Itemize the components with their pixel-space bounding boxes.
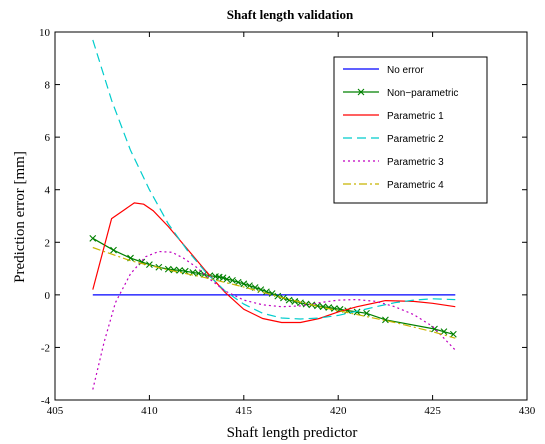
data-point-marker bbox=[234, 278, 242, 286]
x-tick-label: 405 bbox=[47, 405, 64, 417]
data-point-marker bbox=[181, 267, 189, 275]
data-point-marker bbox=[110, 246, 117, 254]
y-tick-label: 8 bbox=[45, 80, 51, 92]
data-point-marker bbox=[219, 274, 227, 282]
series-line bbox=[92, 246, 456, 339]
data-point-marker bbox=[229, 277, 236, 284]
data-point-marker bbox=[164, 265, 172, 273]
series-line bbox=[92, 202, 456, 324]
data-point-marker bbox=[382, 316, 389, 324]
series-line bbox=[92, 237, 454, 335]
data-point-marker bbox=[297, 299, 304, 307]
y-tick-label: -4 bbox=[41, 395, 51, 407]
data-point-marker bbox=[223, 275, 231, 283]
y-axis-title: Prediction error [mm] bbox=[12, 151, 28, 283]
legend-label: Parametric 3 bbox=[387, 157, 444, 168]
x-tick-label: 425 bbox=[424, 405, 441, 417]
y-tick-label: 0 bbox=[45, 290, 51, 302]
axis-ticks: 405 410 415 420 425 430 -4 -2 0 2 4 6 8 10 bbox=[39, 27, 536, 417]
series-2 bbox=[89, 234, 457, 338]
x-axis-title: Shaft length predictor bbox=[227, 425, 358, 441]
y-tick-label: -2 bbox=[41, 342, 50, 354]
y-tick-label: 6 bbox=[45, 132, 51, 144]
data-point-marker bbox=[285, 296, 293, 304]
data-point-marker bbox=[146, 261, 153, 269]
chart-title: Shaft length validation bbox=[227, 7, 354, 22]
series-line bbox=[92, 39, 456, 320]
legend-label: Parametric 4 bbox=[387, 180, 444, 191]
y-tick-label: 4 bbox=[45, 185, 51, 197]
legend-label: Parametric 2 bbox=[387, 134, 444, 145]
series-layer bbox=[89, 39, 457, 390]
x-tick-label: 420 bbox=[330, 405, 347, 417]
legend-label: Parametric 1 bbox=[387, 111, 444, 122]
data-point-marker bbox=[363, 309, 370, 317]
x-tick-label: 415 bbox=[236, 405, 253, 417]
plot-frame bbox=[54, 31, 528, 401]
data-point-marker bbox=[353, 308, 361, 316]
y-tick-label: 10 bbox=[39, 27, 51, 39]
data-point-marker bbox=[240, 280, 248, 288]
legend-label: No error bbox=[387, 65, 424, 76]
legend-label: Non−parametric bbox=[387, 88, 458, 99]
legend-box bbox=[333, 56, 488, 204]
data-point-marker bbox=[246, 282, 253, 290]
y-tick-label: 2 bbox=[45, 237, 51, 249]
series-3 bbox=[92, 202, 456, 324]
series-6 bbox=[92, 246, 456, 339]
data-point-marker bbox=[449, 330, 457, 338]
series-4 bbox=[92, 39, 456, 320]
data-point-marker bbox=[291, 298, 299, 305]
data-point-marker bbox=[319, 303, 327, 311]
data-point-marker bbox=[274, 292, 282, 300]
x-tick-label: 410 bbox=[141, 405, 158, 417]
data-point-marker bbox=[440, 328, 448, 336]
x-tick-label: 430 bbox=[519, 405, 536, 417]
legend: No error Non−parametric Parametric 1 Parame… bbox=[333, 56, 488, 204]
legend-marker bbox=[357, 88, 365, 96]
data-point-marker bbox=[89, 234, 97, 242]
